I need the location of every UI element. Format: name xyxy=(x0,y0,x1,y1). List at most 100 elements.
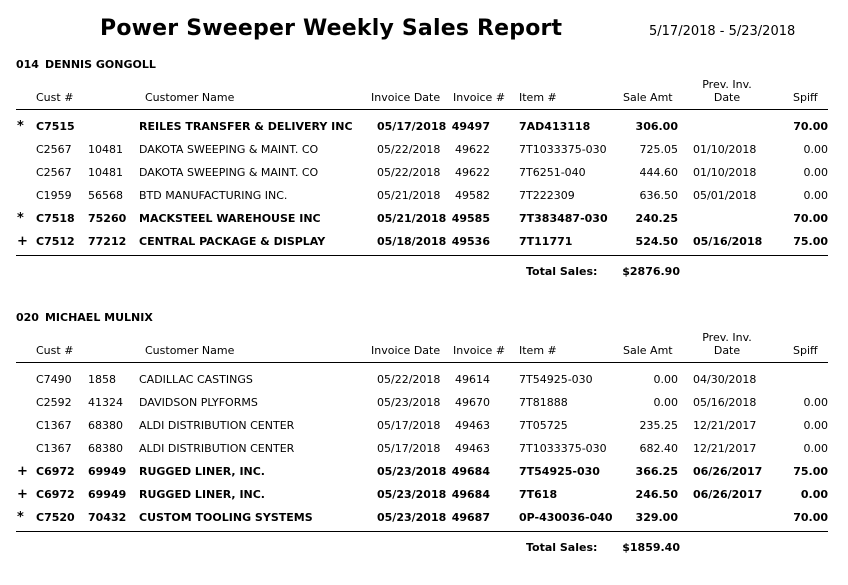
cell-prev-inv-date: 06/26/2017 xyxy=(693,488,763,501)
total-rule xyxy=(16,531,828,532)
row-marker: + xyxy=(17,234,28,249)
table-row: C7490 1858 CADILLAC CASTINGS 05/22/2018 4961… xyxy=(0,373,848,391)
cell-invoice-date: 05/23/2018 xyxy=(377,465,447,478)
cell-account-number: 41324 xyxy=(88,396,123,409)
column-header-invoice: Invoice # xyxy=(453,344,506,357)
cell-cust: C7512 xyxy=(36,235,75,248)
cell-item: 7T81888 xyxy=(519,396,568,409)
cell-cust: C6972 xyxy=(36,488,75,501)
column-header-prev-line1: Prev. Inv. xyxy=(702,331,752,344)
cell-item: 0P-430036-040 xyxy=(519,511,613,524)
cell-spiff: 0.00 xyxy=(803,396,829,409)
cell-prev-inv-date: 01/10/2018 xyxy=(693,166,757,179)
cell-customer-name: DAVIDSON PLYFORMS xyxy=(139,396,258,409)
cell-account-number: 56568 xyxy=(88,189,123,202)
column-header-invoice-date: Invoice Date xyxy=(371,91,441,104)
column-header-item: Item # xyxy=(519,91,557,104)
cell-invoice: 49622 xyxy=(455,143,490,156)
total-rule xyxy=(16,255,828,256)
column-header-spiff: Spiff xyxy=(793,91,818,104)
cell-prev-inv-date: 05/01/2018 xyxy=(693,189,757,202)
cell-item: 7T54925-030 xyxy=(519,465,600,478)
cell-prev-inv-date: 05/16/2018 xyxy=(693,396,757,409)
cell-item: 7T54925-030 xyxy=(519,373,593,386)
cell-sale-amt: 329.00 xyxy=(635,511,678,524)
table-row: + C6972 69949 RUGGED LINER, INC. 05/23/2018 4… xyxy=(0,464,848,483)
column-header-invoice: Invoice # xyxy=(453,91,506,104)
cell-spiff: 75.00 xyxy=(793,235,828,248)
cell-customer-name: CUSTOM TOOLING SYSTEMS xyxy=(139,511,313,524)
cell-item: 7T618 xyxy=(519,488,558,501)
cell-invoice-date: 05/21/2018 xyxy=(377,212,447,225)
cell-invoice: 49585 xyxy=(451,212,490,225)
cell-cust: C7520 xyxy=(36,511,75,524)
cell-invoice: 49622 xyxy=(455,166,490,179)
table-row: C2567 10481 DAKOTA SWEEPING & MAINT. CO 05/… xyxy=(0,166,848,184)
header-rule xyxy=(16,109,828,110)
cell-spiff: 75.00 xyxy=(793,465,828,478)
cell-account-number: 75260 xyxy=(88,212,127,225)
cell-invoice: 49497 xyxy=(451,120,490,133)
report-date-range: 5/17/2018 - 5/23/2018 xyxy=(649,24,796,39)
cell-spiff: 0.00 xyxy=(803,166,829,179)
cell-sale-amt: 444.60 xyxy=(639,166,679,179)
cell-account-number: 68380 xyxy=(88,442,123,455)
salesperson-name: MICHAEL MULNIX xyxy=(44,311,153,324)
cell-customer-name: CADILLAC CASTINGS xyxy=(139,373,253,386)
cell-cust: C2567 xyxy=(36,166,72,179)
table-row: C1367 68380 ALDI DISTRIBUTION CENTER 05/17/… xyxy=(0,442,848,460)
cell-cust: C1367 xyxy=(36,442,72,455)
cell-sale-amt: 306.00 xyxy=(635,120,678,133)
cell-cust: C6972 xyxy=(36,465,75,478)
cell-customer-name: CENTRAL PACKAGE & DISPLAY xyxy=(139,235,326,248)
cell-invoice-date: 05/22/2018 xyxy=(377,166,441,179)
total-sales-label: Total Sales: xyxy=(526,265,598,278)
cell-cust: C2567 xyxy=(36,143,72,156)
cell-prev-inv-date: 12/21/2017 xyxy=(693,442,757,455)
cell-cust: C7490 xyxy=(36,373,72,386)
salesperson-section: 014 DENNIS GONGOLL Cust # Customer Name Invo… xyxy=(0,58,848,318)
column-header-customer-name: Customer Name xyxy=(145,344,235,357)
cell-sale-amt: 524.50 xyxy=(635,235,678,248)
cell-item: 7T383487-030 xyxy=(519,212,608,225)
cell-customer-name: REILES TRANSFER & DELIVERY INC xyxy=(139,120,353,133)
cell-invoice-date: 05/18/2018 xyxy=(377,235,447,248)
cell-account-number: 10481 xyxy=(88,143,123,156)
cell-customer-name: MACKSTEEL WAREHOUSE INC xyxy=(139,212,321,225)
cell-customer-name: RUGGED LINER, INC. xyxy=(139,488,265,501)
cell-cust: C7518 xyxy=(36,212,75,225)
salesperson-section: 020 MICHAEL MULNIX Cust # Customer Name Invo… xyxy=(0,311,848,571)
cell-customer-name: ALDI DISTRIBUTION CENTER xyxy=(139,419,295,432)
cell-invoice-date: 05/17/2018 xyxy=(377,442,441,455)
cell-sale-amt: 240.25 xyxy=(635,212,678,225)
cell-account-number: 1858 xyxy=(88,373,116,386)
cell-spiff: 0.00 xyxy=(803,442,829,455)
cell-invoice-date: 05/23/2018 xyxy=(377,488,447,501)
total-sales-value: $2876.90 xyxy=(622,265,680,278)
cell-item: 7T222309 xyxy=(519,189,575,202)
table-row: + C6972 69949 RUGGED LINER, INC. 05/23/2018 4… xyxy=(0,487,848,506)
cell-invoice-date: 05/17/2018 xyxy=(377,120,447,133)
cell-prev-inv-date: 01/10/2018 xyxy=(693,143,757,156)
cell-item: 7AD413118 xyxy=(519,120,591,133)
cell-sale-amt: 246.50 xyxy=(635,488,678,501)
salesperson-code: 014 xyxy=(16,58,39,71)
column-header-invoice-date: Invoice Date xyxy=(371,344,441,357)
column-header-item: Item # xyxy=(519,344,557,357)
salesperson-name: DENNIS GONGOLL xyxy=(44,58,156,71)
cell-cust: C1367 xyxy=(36,419,72,432)
cell-item: 7T6251-040 xyxy=(519,166,586,179)
table-row: + C7512 77212 CENTRAL PACKAGE & DISPLAY 05/1… xyxy=(0,234,848,253)
cell-invoice-date: 05/21/2018 xyxy=(377,189,441,202)
cell-prev-inv-date: 05/16/2018 xyxy=(693,235,763,248)
cell-prev-inv-date: 04/30/2018 xyxy=(693,373,757,386)
column-header-prev-inv-date: Prev. Inv. Date xyxy=(697,331,757,357)
cell-customer-name: BTD MANUFACTURING INC. xyxy=(139,189,288,202)
table-row: C2592 41324 DAVIDSON PLYFORMS 05/23/2018 496… xyxy=(0,396,848,414)
salesperson-heading: 020 MICHAEL MULNIX xyxy=(16,311,153,324)
cell-sale-amt: 0.00 xyxy=(653,373,679,386)
cell-invoice: 49582 xyxy=(455,189,490,202)
cell-spiff: 70.00 xyxy=(793,511,828,524)
salesperson-heading: 014 DENNIS GONGOLL xyxy=(16,58,156,71)
cell-item: 7T05725 xyxy=(519,419,568,432)
